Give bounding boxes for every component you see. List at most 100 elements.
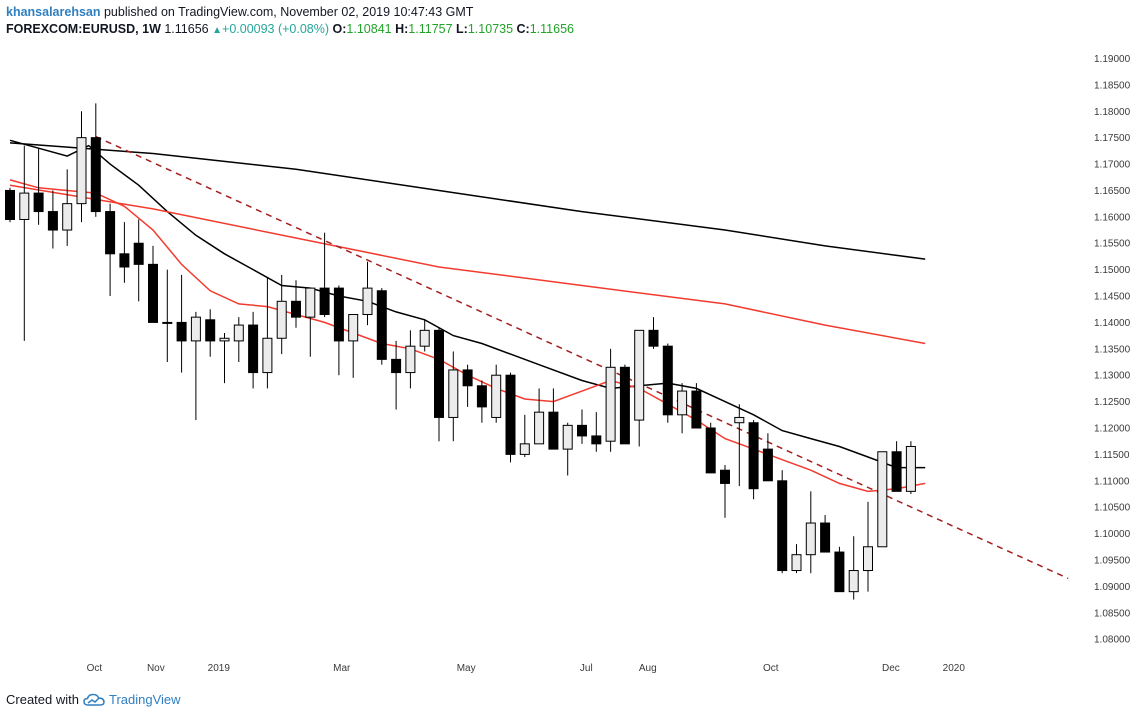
low-label: L: [456,22,468,36]
price-tick-label: 1.10000 [1094,529,1131,540]
candle-body [734,416,745,424]
candle-body [19,192,30,220]
candle-body [291,300,301,318]
moving-average-line-3 [9,142,926,260]
candle [205,309,216,357]
candle [291,280,301,328]
candle [62,169,73,246]
candle-body [491,374,502,418]
candle [119,222,130,283]
candle [548,388,559,450]
time-tick-label: Aug [639,663,657,674]
candle [276,274,287,355]
time-axis[interactable]: Oct Nov 2019 Mar May Jul Aug Oct Dec 2020 [87,663,966,674]
candle [476,380,487,423]
candle [820,515,831,553]
candle-body [148,263,158,323]
candle-body [834,551,845,593]
tradingview-brand[interactable]: TradingView [108,692,181,707]
symbol-info: FOREXCOM:EURUSD, 1W 1.11656 ▲+0.00093 (+… [6,22,574,36]
up-arrow-icon: ▲ [212,25,223,36]
candle [162,269,173,363]
dashed-trendline [95,135,1069,580]
candle [648,317,659,349]
candle-body [591,435,602,445]
candle [248,311,259,389]
candle-body [548,411,559,450]
candle [905,441,916,494]
price-tick-label: 1.16500 [1094,186,1131,197]
price-tick-label: 1.14000 [1094,318,1131,329]
candle-body [705,427,716,474]
price-tick-label: 1.17500 [1094,133,1131,144]
candle-body [319,287,330,316]
candle [791,544,802,574]
candle [405,330,416,389]
close-value: 1.11656 [529,22,574,36]
candle-body [248,324,259,374]
candle [777,470,788,574]
candle [219,332,230,384]
candle [577,409,587,444]
time-tick-label: 2019 [208,663,231,674]
candle-body [662,345,673,416]
candle [348,314,359,378]
candle [90,103,101,217]
price-tick-label: 1.15500 [1094,239,1131,250]
price-tick-label: 1.18000 [1094,107,1131,118]
price-tick-label: 1.18500 [1094,80,1131,91]
candle [434,327,444,442]
candle [319,232,330,318]
candle [834,546,845,593]
candle-body [762,448,773,482]
last-price: 1.11656 [164,22,209,36]
symbol-label[interactable]: FOREXCOM:EURUSD, 1W [6,22,161,36]
candle [148,245,158,323]
candle [748,420,759,500]
candle-body [820,522,831,553]
candle [76,111,87,223]
candle [305,287,316,357]
publish-info: khansalarehsan published on TradingView.… [6,5,473,19]
candle [762,433,773,482]
price-tick-label: 1.11500 [1094,450,1130,461]
candle [190,311,201,421]
candle-body [47,211,58,231]
author-link[interactable]: khansalarehsan [6,5,101,19]
candle [5,187,15,223]
candle [691,383,702,429]
candle [720,464,730,518]
moving-average-line-4 [9,184,926,345]
candle-body [133,242,144,265]
candle-body [534,411,545,445]
candle-body [648,329,659,347]
candle-body [405,345,416,374]
candle [33,148,44,225]
candle [591,412,602,452]
candle-body [562,424,573,450]
candle-body [233,324,244,342]
price-tick-label: 1.10500 [1094,503,1131,514]
candle-body [863,546,873,572]
candle [333,285,344,376]
price-tick-label: 1.09500 [1094,555,1131,566]
price-tick-label: 1.19000 [1094,54,1131,65]
candle-body [677,390,688,416]
candle-body [62,203,73,231]
candle [877,451,888,548]
candle [891,441,902,492]
candle [133,219,144,302]
candle [105,203,116,297]
candle-body [190,316,201,342]
published-text: published on TradingView.com, November 0… [103,5,474,19]
candle-body [205,319,216,342]
price-axis[interactable]: 1.19000 1.18500 1.18000 1.17500 1.17000 1.165… [1094,54,1131,646]
candle-body [748,422,759,490]
time-tick-label: Oct [763,663,779,674]
candle [705,422,716,474]
candle-body [448,369,459,418]
candle [376,288,387,365]
candle-body [619,366,630,445]
price-tick-label: 1.08000 [1094,635,1131,646]
